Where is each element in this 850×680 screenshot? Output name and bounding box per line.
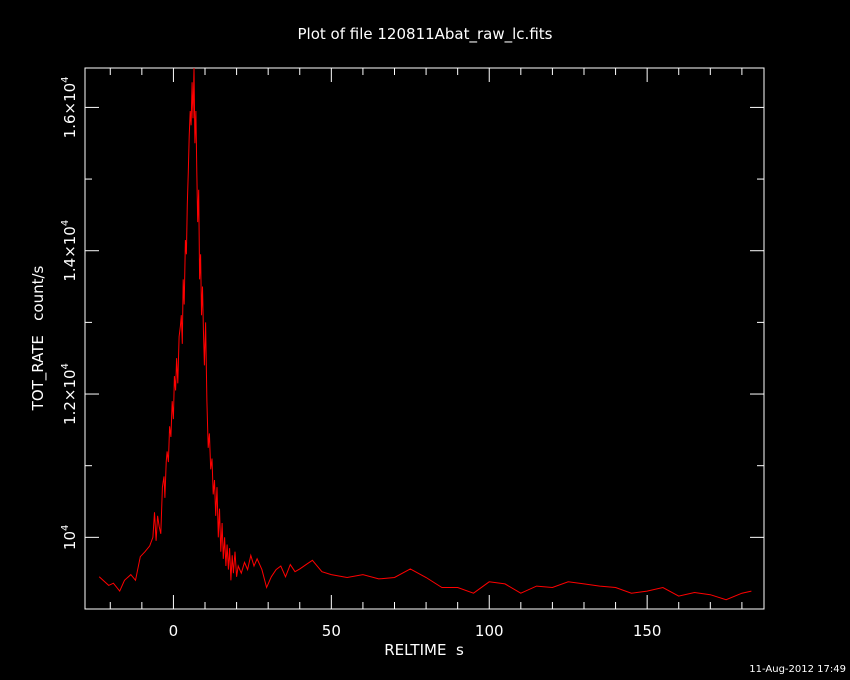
x-tick-labels: 0 50 100 150	[169, 622, 662, 640]
x-tick-label: 150	[633, 622, 662, 640]
x-axis-label: RELTIME s	[384, 641, 464, 659]
y-axis-label: TOT_RATE count/s	[29, 265, 48, 411]
y-tick-label: 104	[60, 525, 79, 550]
timestamp: 11-Aug-2012 17:49	[749, 664, 846, 675]
x-tick-label: 0	[169, 622, 179, 640]
x-tick-label: 100	[475, 622, 504, 640]
y-tick-label: 1.2×104	[60, 363, 79, 425]
y-tick-label: 1.6×104	[60, 76, 79, 138]
series-line	[98, 67, 752, 601]
y-tick-labels: 104 1.2×104 1.4×104 1.6×104	[60, 76, 79, 550]
axis-ticks	[85, 68, 764, 609]
chart-title: Plot of file 120811Abat_raw_lc.fits	[298, 25, 553, 44]
plot-frame	[84, 67, 765, 610]
x-tick-label: 50	[322, 622, 341, 640]
y-tick-label: 1.4×104	[60, 220, 79, 282]
